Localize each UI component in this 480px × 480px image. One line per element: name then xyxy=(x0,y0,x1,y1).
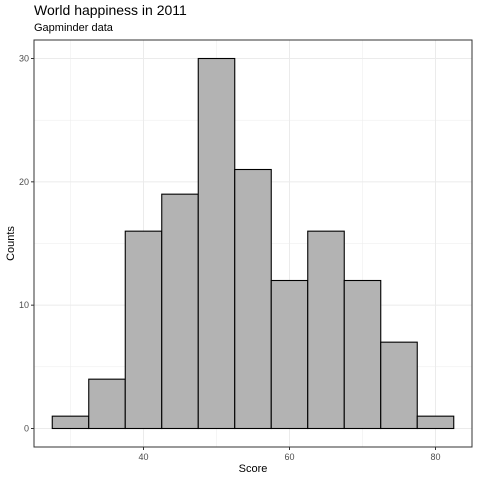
x-tick-label: 60 xyxy=(284,452,294,462)
chart-subtitle: Gapminder data xyxy=(34,22,113,34)
histogram-bar xyxy=(234,168,272,430)
histogram-bar xyxy=(88,378,126,430)
y-tick-label: 0 xyxy=(24,424,29,434)
y-tick-label: 20 xyxy=(19,177,29,187)
histogram-bar xyxy=(343,279,382,430)
y-axis-title: Counts xyxy=(5,226,17,261)
histogram-bar xyxy=(124,230,163,430)
histogram-bar xyxy=(270,279,309,430)
x-tick-label: 80 xyxy=(430,452,440,462)
x-axis-title: Score xyxy=(239,463,268,475)
histogram-bar xyxy=(380,341,418,430)
histogram-bar xyxy=(197,57,236,430)
chart-title: World happiness in 2011 xyxy=(34,2,187,18)
histogram-bar xyxy=(307,230,345,430)
histogram-bar xyxy=(161,193,199,430)
panel-border xyxy=(33,39,473,448)
y-tick-label: 10 xyxy=(19,300,29,310)
histogram-bar xyxy=(416,415,455,430)
x-tick-label: 40 xyxy=(138,452,148,462)
histogram-bar xyxy=(51,415,90,430)
y-tick-label: 30 xyxy=(19,54,29,64)
